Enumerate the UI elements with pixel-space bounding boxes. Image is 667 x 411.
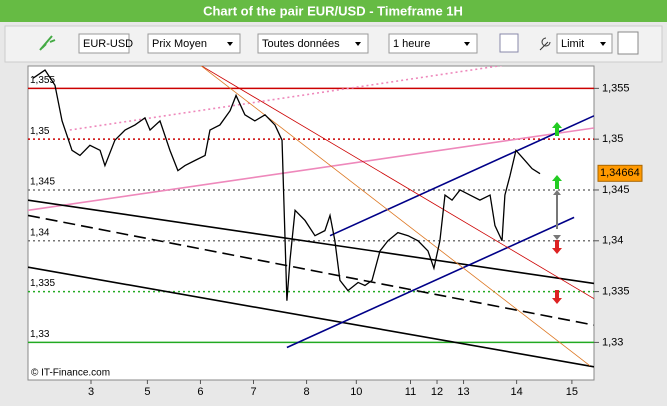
down-arrow	[552, 290, 562, 304]
price-select[interactable]	[147, 33, 241, 54]
trend-line	[28, 199, 594, 285]
symbol-select[interactable]	[78, 33, 130, 54]
y-inner-label: 1,335	[30, 278, 55, 289]
credit: © IT-Finance.com	[31, 368, 110, 379]
x-tick-label: 13	[457, 386, 469, 398]
x-tick-label: 12	[431, 386, 443, 398]
x-tick-label: 11	[405, 386, 416, 398]
y-tick-label: 1,355	[602, 82, 630, 94]
y-inner-label: 1,33	[30, 329, 50, 340]
tool-icon[interactable]	[39, 35, 56, 51]
trend-line	[329, 115, 594, 237]
y-tick-label: 1,345	[602, 184, 630, 196]
signal-arrows	[552, 122, 562, 304]
y-inner-label: 1,35	[30, 126, 50, 137]
x-tick-label: 3	[88, 386, 94, 398]
x-tick-label: 7	[250, 386, 256, 398]
y-tick-label: 1,35	[602, 133, 623, 145]
arrow	[464, 42, 470, 46]
trend-line	[286, 216, 575, 349]
y-tick-label: 1,335	[602, 285, 630, 297]
title-bar	[0, 0, 667, 22]
order-icon[interactable]	[617, 31, 639, 55]
chart-icon[interactable]	[499, 33, 519, 53]
settings-icon[interactable]	[539, 37, 551, 51]
up-arrow	[552, 122, 562, 136]
chart-title: Chart of the pair EUR/USD - Timeframe 1H	[203, 3, 463, 18]
trend-line	[200, 66, 594, 300]
trend-line	[28, 214, 594, 326]
plot: 1,355 1,35 1,345 1,34 1,335 1,33	[28, 66, 594, 368]
y-inner-label: 1,345	[30, 177, 55, 188]
arrow	[227, 42, 233, 46]
x-tick-label: 10	[350, 386, 362, 398]
price-label: Prix Moyen	[152, 38, 207, 50]
last-price-label: 1,34664	[600, 167, 640, 179]
arrow	[355, 42, 361, 46]
x-tick-label: 5	[144, 386, 150, 398]
x-tick-label: 8	[304, 386, 310, 398]
y-tick-label: 1,33	[602, 336, 623, 348]
trend-line	[28, 127, 594, 212]
symbol-label: EUR-USD	[83, 38, 133, 50]
x-tick-label: 15	[566, 386, 578, 398]
price-line	[32, 69, 541, 301]
limit-select[interactable]	[556, 33, 613, 54]
toolbar: EUR-USD Prix Moyen Toutes données 1 heur…	[4, 25, 663, 63]
data-select[interactable]	[257, 33, 369, 54]
last-price-box	[597, 164, 643, 182]
x-tick-label: 14	[510, 386, 522, 398]
plot-area	[27, 65, 595, 381]
trend-line	[28, 266, 594, 368]
up-arrow	[552, 175, 562, 189]
range-arrow	[553, 190, 561, 240]
x-tick-label: 6	[197, 386, 203, 398]
timeframe-select[interactable]	[388, 33, 478, 54]
y-inner-label: 1,355	[30, 75, 55, 86]
y-tick-label: 1,34	[602, 235, 623, 247]
timeframe-label: 1 heure	[393, 38, 430, 50]
limit-label: Limit	[561, 38, 584, 50]
y-inner-label: 1,34	[30, 227, 50, 238]
trend-line	[69, 66, 504, 131]
arrow	[600, 42, 606, 46]
down-arrow	[552, 240, 562, 254]
data-label: Toutes données	[262, 38, 340, 50]
